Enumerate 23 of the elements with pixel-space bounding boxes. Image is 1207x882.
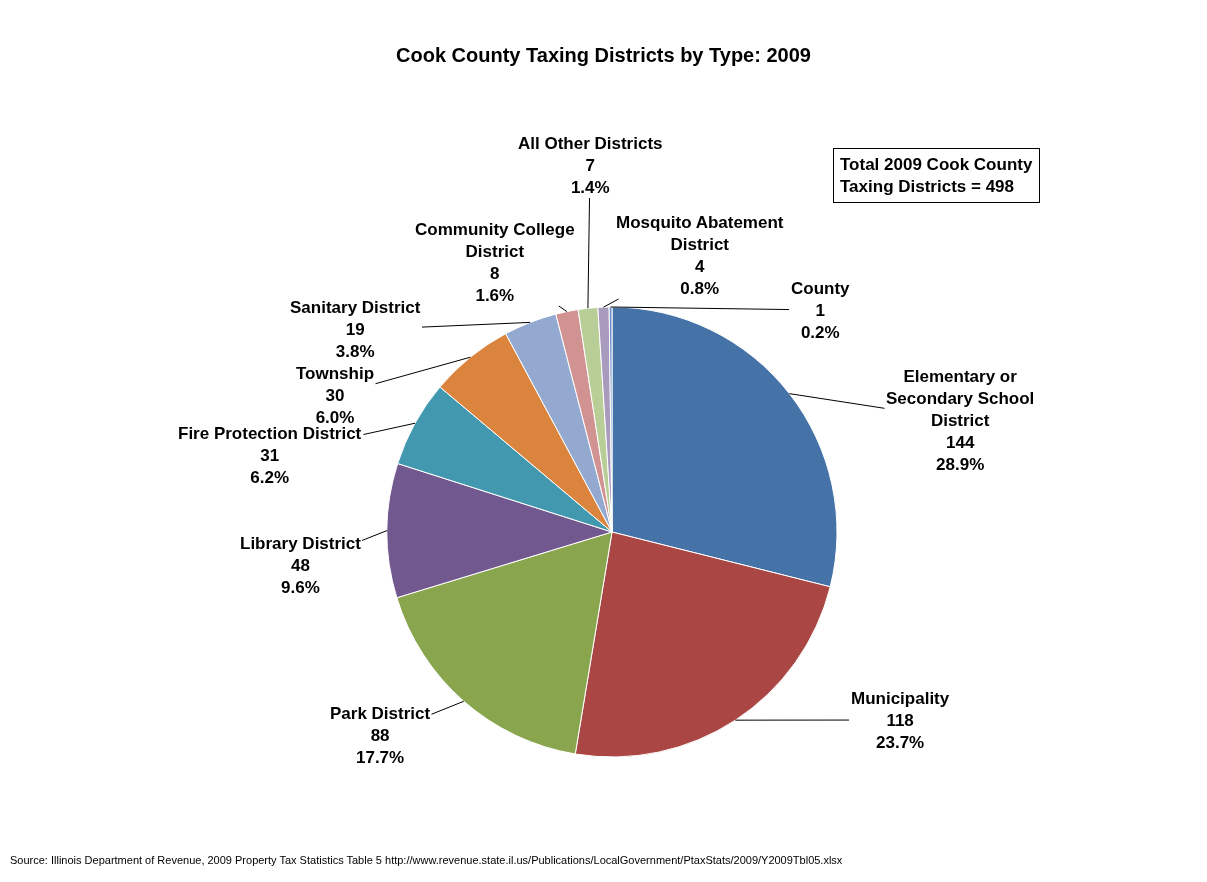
source-note: Source: Illinois Department of Revenue, 2009 Property Tax Statistics Table 5 http://www.revenue.state.il.us/Publications/LocalGovernment/PtaxStats/2009/Y2009Tbl05.xlsx (10, 854, 843, 866)
slice-label: Sanitary District (290, 298, 421, 317)
chart-title: Cook County Taxing Districts by Type: 2009 (396, 44, 811, 66)
data-label: 48 9.6% (281, 556, 320, 598)
slice-label: Library District (240, 534, 362, 553)
text: Total 2009 Cook County Taxing Districts = 498 (840, 155, 1033, 197)
data-label: 4 0.8% (680, 257, 720, 299)
slice-label: Mosquito Abatement District (616, 213, 784, 255)
slice-label: Park District (330, 704, 431, 723)
slice-label: All Other Districts (518, 134, 663, 153)
data-label: 88 17.7% (355, 726, 405, 768)
data-label: 7 1.4% (570, 156, 610, 198)
slice-label: Elementary or Secondary School District (886, 367, 1035, 431)
slice-label: Municipality (851, 689, 950, 708)
data-label: 19 3.8% (335, 320, 375, 362)
slice-label: Community College District (415, 220, 575, 262)
data-label: 31 6.2% (250, 446, 290, 488)
data-label: 1 0.2% (800, 301, 840, 343)
slice-label: County (791, 279, 851, 298)
slice-label: Township (296, 364, 375, 383)
data-label: 8 1.6% (475, 264, 515, 306)
data-label: 144 28.9% (936, 433, 985, 475)
data-label: 118 23.7% (876, 711, 925, 753)
